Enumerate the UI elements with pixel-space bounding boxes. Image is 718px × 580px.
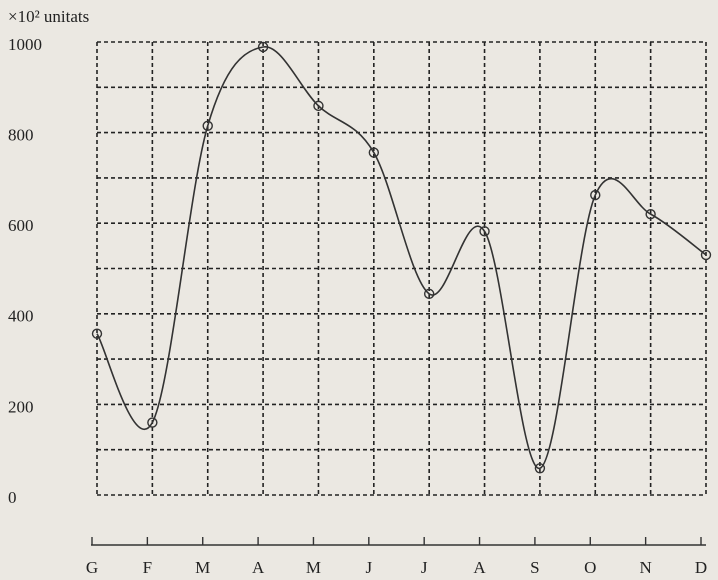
x-tick-label: J <box>366 558 373 577</box>
line <box>96 46 707 470</box>
marker <box>202 120 213 132</box>
marker <box>257 41 269 53</box>
x-tick-label: D <box>695 558 707 577</box>
marker <box>423 288 435 300</box>
marker <box>91 328 103 339</box>
marker <box>645 208 656 220</box>
x-tick-label: A <box>473 558 486 577</box>
marker <box>368 147 380 158</box>
x-tick-label: J <box>421 558 428 577</box>
y-tick-label: 0 <box>8 488 17 507</box>
y-axis-label: ×10² unitats <box>8 7 89 26</box>
x-tick-label: M <box>306 558 321 577</box>
marker <box>700 249 712 261</box>
marker <box>147 417 158 428</box>
y-tick-label: 600 <box>8 216 34 235</box>
x-tick-label: S <box>530 558 539 577</box>
x-tick-label: O <box>584 558 596 577</box>
marker <box>479 226 490 237</box>
y-tick-label: 800 <box>8 126 34 145</box>
marker <box>313 100 324 112</box>
y-tick-label: 400 <box>8 307 34 326</box>
x-tick-label: M <box>195 558 210 577</box>
x-tick-label: A <box>252 558 265 577</box>
x-tick-label: F <box>143 558 152 577</box>
x-tick-label: G <box>86 558 98 577</box>
marker <box>590 189 601 201</box>
y-tick-label: 1000 <box>8 35 42 54</box>
x-tick-label: N <box>639 558 651 577</box>
marker <box>534 463 546 474</box>
y-tick-label: 200 <box>8 397 34 416</box>
